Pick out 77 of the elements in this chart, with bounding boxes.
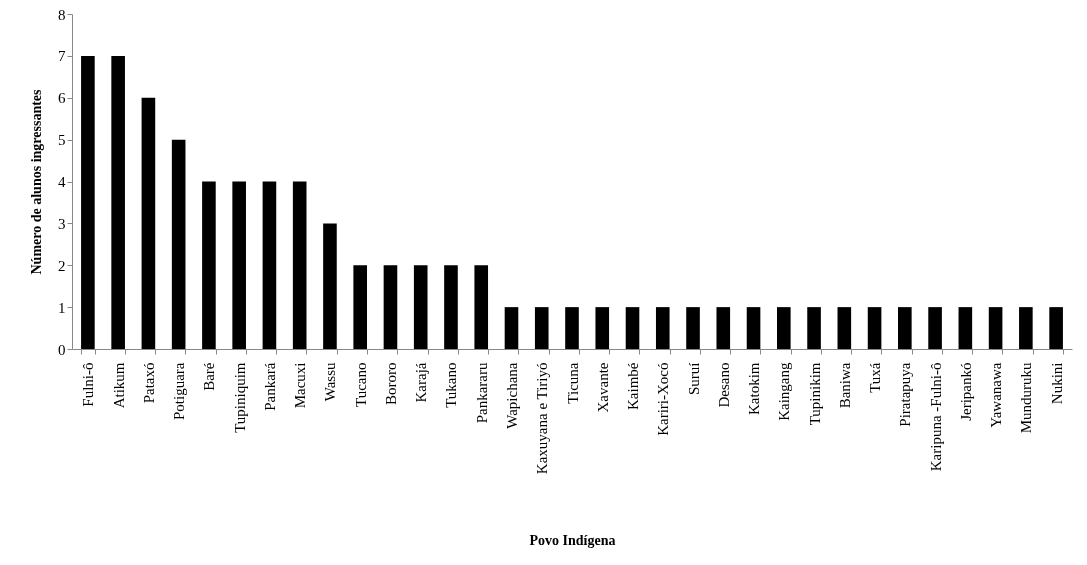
x-tick-label: Katokim (746, 362, 763, 415)
bar (595, 307, 610, 349)
bar (565, 307, 579, 349)
bar (81, 55, 95, 349)
y-axis-title: Número de alunos ingressantes (29, 88, 44, 275)
y-tick-label: 0 (58, 341, 66, 358)
bar (837, 307, 852, 349)
x-tick-label: Bororo (382, 362, 399, 405)
bar (776, 307, 791, 349)
x-tick-label: Wassu (322, 362, 339, 402)
bar (202, 181, 216, 349)
x-tick-label: Baré (201, 362, 218, 391)
bar (262, 181, 277, 349)
x-tick-label: Tuxá (867, 362, 884, 393)
bar (383, 265, 398, 349)
x-tick-label: Macuxi (292, 362, 309, 409)
bar (655, 307, 670, 349)
x-tick-label: Pankará (261, 362, 278, 411)
bar (353, 265, 368, 349)
x-tick-label: Tukano (443, 362, 460, 408)
x-tick-label: Pataxó (140, 362, 157, 404)
x-tick-label: Tupiniquim (231, 362, 248, 433)
bar (1019, 307, 1033, 349)
bar (928, 307, 942, 349)
x-tick-label: Baniwa (836, 362, 853, 409)
bar (746, 307, 761, 349)
x-tick-label: Atikum (110, 362, 127, 409)
bar (958, 307, 973, 349)
bar (867, 307, 882, 349)
y-tick-label: 6 (58, 90, 66, 107)
bar (716, 307, 731, 349)
x-tick-label: Potiguara (171, 362, 188, 420)
bar (898, 307, 912, 349)
y-tick-label: 5 (58, 132, 66, 149)
bar (141, 97, 156, 349)
y-tick-label: 1 (58, 299, 66, 316)
x-tick-label: Wapichana (503, 362, 520, 429)
bar (474, 265, 489, 349)
bar (807, 307, 821, 349)
bar (1049, 307, 1063, 349)
y-tick-label: 3 (58, 215, 66, 232)
bar (444, 265, 458, 349)
y-tick-label: 4 (58, 174, 66, 190)
x-tick-label: Ticuna (564, 362, 581, 404)
x-tick-label: Suruí (685, 362, 702, 396)
bar (534, 307, 549, 349)
bar (292, 181, 307, 349)
x-tick-label: Kaxuyana e Tiriyó (534, 362, 551, 475)
x-tick-label: Jeripankó (957, 362, 974, 421)
bar (323, 223, 337, 349)
x-tick-label: Piratapuya (897, 362, 914, 427)
x-tick-label: Desano (715, 362, 732, 408)
x-tick-label: Tucano (352, 362, 369, 407)
bar (413, 265, 428, 349)
x-tick-label: Munduruku (1018, 362, 1035, 434)
x-tick-label: Tupinikim (806, 362, 823, 426)
x-tick-label: Karipuna -Fulni-ô (927, 362, 944, 472)
x-tick-label: Kariri-Xocó (655, 362, 672, 436)
y-tick-label: 8 (58, 6, 66, 23)
x-tick-label: Fulni-ô (80, 362, 97, 407)
x-tick-label: Pankararu (473, 362, 490, 424)
bar (988, 307, 1003, 349)
x-axis-title: Povo Indígena (529, 533, 616, 549)
y-tick-label: 2 (58, 257, 66, 274)
x-tick-label: Karajá (413, 362, 430, 403)
x-tick-label: Nukini (1048, 362, 1065, 405)
x-tick-label: Yawanawa (988, 362, 1005, 428)
bar (686, 307, 700, 349)
bar (504, 307, 519, 349)
bar (232, 181, 246, 349)
bar (171, 139, 186, 349)
x-tick-label: Xavante (594, 362, 611, 413)
y-tick-label: 7 (58, 48, 66, 65)
bar (625, 307, 640, 349)
bar (111, 55, 125, 349)
x-tick-label: Kaimbé (625, 362, 642, 410)
x-tick-label: Kaingang (776, 362, 793, 421)
